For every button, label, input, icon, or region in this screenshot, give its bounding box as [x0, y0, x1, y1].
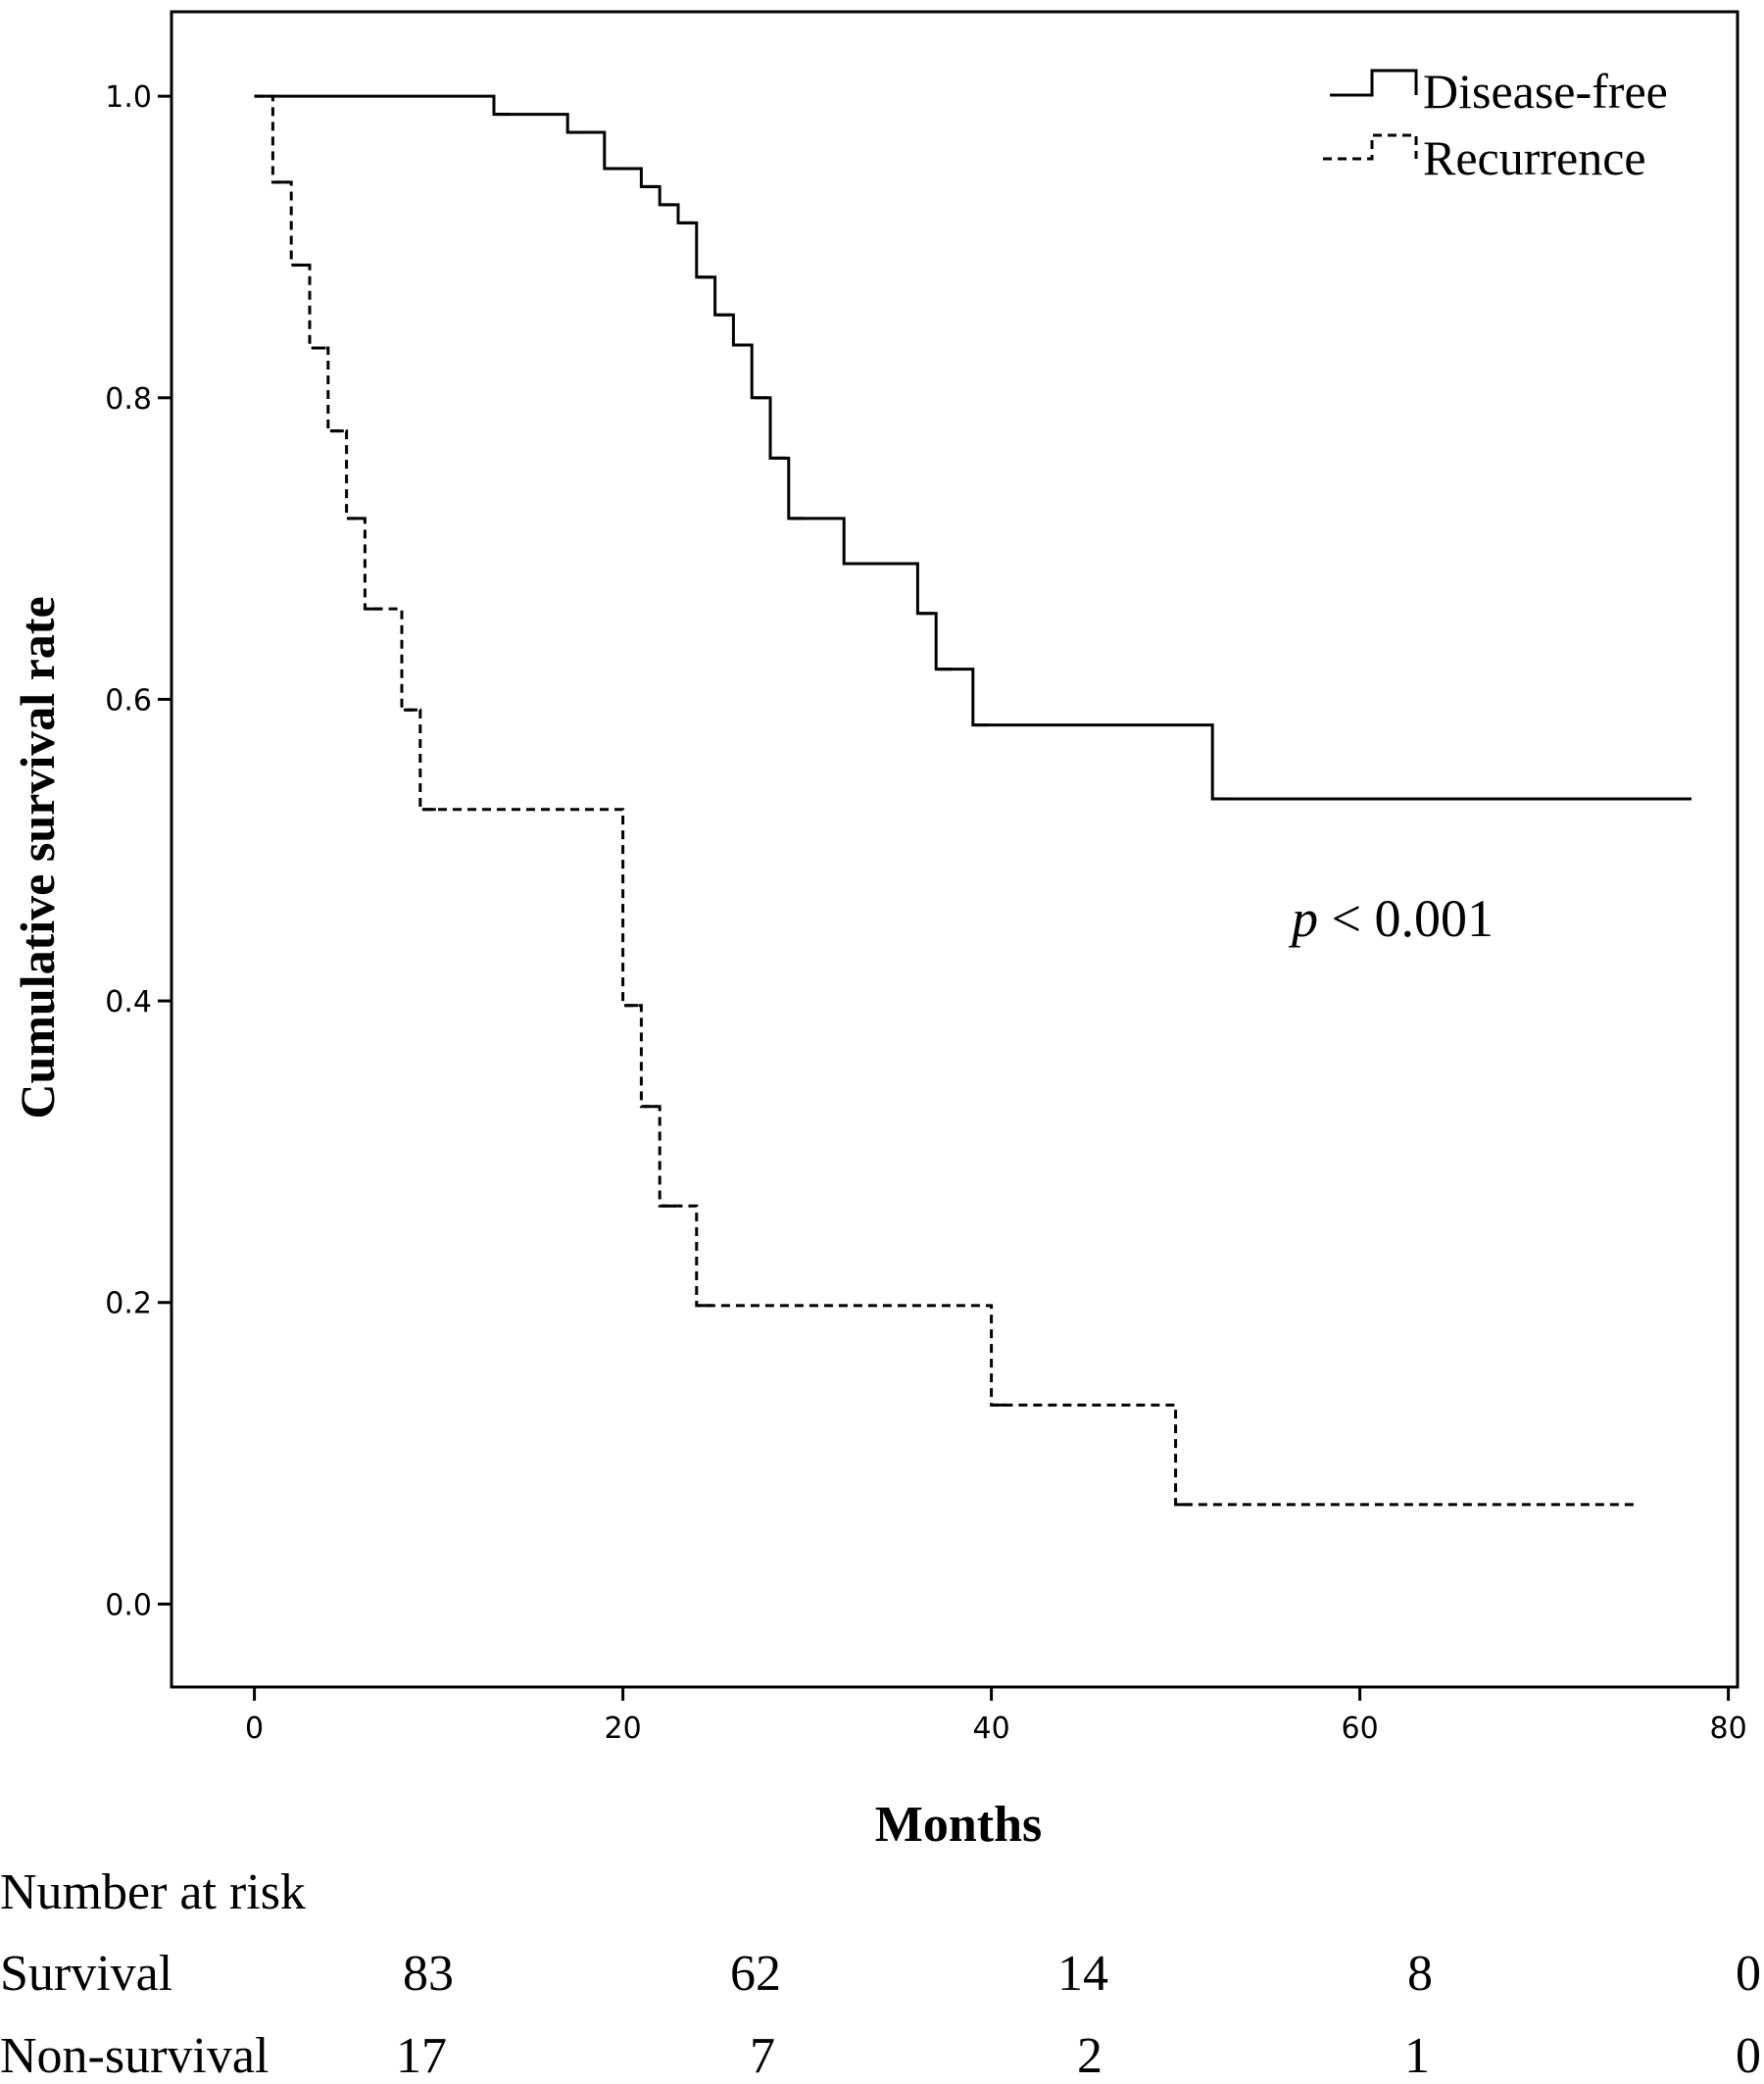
plot-frame — [170, 10, 1740, 1689]
p-value-annotation: p < 0.001 — [1288, 889, 1494, 948]
y-tick-label: 0.8 — [105, 382, 152, 417]
series-line-disease-free — [254, 94, 1691, 801]
x-tick-label: 20 — [605, 1712, 642, 1746]
legend-line-recurrence — [1323, 133, 1418, 161]
y-tick-label: 0.6 — [105, 683, 152, 718]
legend-label-disease-free: Disease-free — [1423, 64, 1668, 119]
risk-value: 83 — [403, 1946, 454, 2002]
legend: Disease-free Recurrence — [1323, 64, 1668, 185]
risk-value: 1 — [1404, 2028, 1430, 2084]
risk-value: 62 — [730, 1946, 781, 2002]
risk-value: 14 — [1057, 1946, 1108, 2002]
x-tick-label: 60 — [1342, 1712, 1379, 1746]
y-axis-title: Cumulative survival rate — [10, 596, 65, 1118]
y-tick-label: 0.4 — [105, 985, 152, 1019]
x-tick-label: 80 — [1710, 1712, 1747, 1746]
survival-curves — [254, 94, 1691, 1507]
x-tick-label: 0 — [245, 1712, 264, 1746]
risk-value: 0 — [1736, 2028, 1761, 2084]
x-axis-title: Months — [875, 1797, 1042, 1853]
risk-row-label-non-survival: Non-survival — [0, 2028, 270, 2084]
legend-label-recurrence: Recurrence — [1423, 130, 1646, 185]
risk-table-heading: Number at risk — [0, 1864, 306, 1920]
y-tick-label: 1.0 — [105, 80, 152, 115]
risk-row-label-survival: Survival — [0, 1946, 173, 2002]
axes: 0 20 40 60 80 0.0 0.2 0.4 0.6 0.8 1.0 — [105, 80, 1746, 1746]
y-tick-label: 0.2 — [105, 1287, 152, 1321]
x-tick-label: 40 — [973, 1712, 1010, 1746]
risk-value: 7 — [750, 2028, 775, 2084]
y-tick-label: 0.0 — [105, 1588, 152, 1622]
legend-line-disease-free — [1330, 69, 1418, 97]
risk-value: 8 — [1407, 1946, 1433, 2002]
risk-value: 0 — [1736, 1946, 1761, 2002]
p-symbol: p — [1288, 889, 1318, 948]
risk-value: 17 — [396, 2028, 447, 2084]
risk-value: 2 — [1077, 2028, 1102, 2084]
survival-chart: 0 20 40 60 80 0.0 0.2 0.4 0.6 0.8 1.0 Cumulative s… — [10, 10, 1747, 1853]
p-value-text: < 0.001 — [1318, 889, 1494, 948]
